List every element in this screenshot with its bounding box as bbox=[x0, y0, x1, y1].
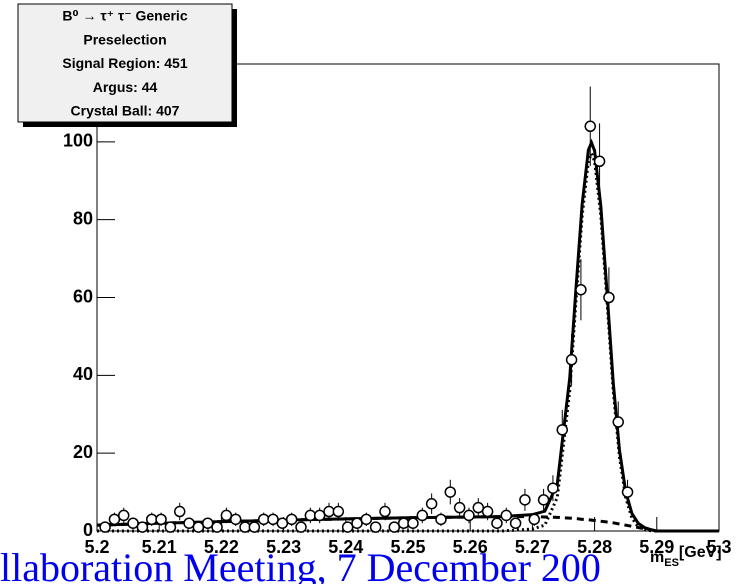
x-tick-label: 5.29 bbox=[639, 537, 674, 557]
x-label-main: m bbox=[650, 549, 664, 566]
footer-text: llaboration Meeting, 7 December 200 bbox=[0, 545, 601, 584]
y-tick-label: 100 bbox=[63, 131, 93, 151]
data-point bbox=[117, 509, 130, 522]
data-point bbox=[369, 521, 382, 533]
legend-box bbox=[17, 3, 233, 123]
x-axis-label: mES[GeV] bbox=[650, 544, 722, 569]
y-tick-label: 60 bbox=[73, 286, 93, 306]
data-point bbox=[341, 521, 354, 533]
data-point bbox=[453, 501, 466, 514]
plot-frame bbox=[96, 63, 720, 532]
data-point bbox=[472, 501, 485, 514]
data-point bbox=[360, 513, 373, 526]
data-point bbox=[537, 494, 550, 506]
data-point bbox=[229, 513, 242, 526]
legend-line: Signal Region: 451 bbox=[62, 55, 187, 71]
data-point bbox=[397, 517, 410, 529]
data-point bbox=[211, 521, 223, 533]
x-tick-label: 5.28 bbox=[577, 537, 612, 557]
data-point bbox=[547, 482, 559, 494]
data-point bbox=[416, 509, 429, 522]
data-point bbox=[500, 509, 513, 522]
data-point bbox=[556, 424, 569, 436]
x-tick-label: 5.21 bbox=[142, 537, 177, 557]
x-tick-label: 5.25 bbox=[390, 537, 425, 557]
legend-line: B⁰ → τ⁺ τ⁻ Generic bbox=[62, 8, 187, 24]
data-point bbox=[276, 517, 289, 529]
data-point bbox=[621, 486, 634, 498]
x-tick-label: 5.22 bbox=[204, 537, 239, 557]
data-point bbox=[201, 517, 214, 529]
data-point bbox=[332, 505, 345, 518]
data-point bbox=[491, 517, 503, 529]
data-point bbox=[257, 513, 270, 526]
data-point bbox=[108, 513, 121, 526]
data-point bbox=[304, 509, 317, 522]
legend-line: Preselection bbox=[83, 31, 166, 47]
data-point bbox=[603, 291, 615, 304]
x-tick-label: 5.2 bbox=[84, 537, 109, 557]
data-point bbox=[136, 521, 149, 533]
data-point bbox=[295, 521, 307, 533]
x-label-unit: [GeV] bbox=[679, 544, 722, 561]
data-point bbox=[444, 486, 457, 498]
x-tick-label: 5.24 bbox=[328, 537, 363, 557]
data-point bbox=[425, 498, 438, 510]
data-point bbox=[239, 521, 251, 533]
x-tick-label: 5.26 bbox=[453, 537, 488, 557]
data-point bbox=[173, 505, 186, 518]
y-tick-label: 80 bbox=[73, 208, 93, 228]
data-point bbox=[463, 509, 475, 522]
data-point bbox=[528, 513, 541, 526]
data-point bbox=[575, 283, 587, 296]
data-point bbox=[99, 521, 111, 533]
x-tick-label: 5.3 bbox=[706, 537, 731, 557]
legend-line: Crystal Ball: 407 bbox=[71, 103, 180, 119]
data-point bbox=[248, 521, 261, 533]
data-point bbox=[519, 494, 531, 506]
data-point bbox=[388, 521, 401, 533]
data-point bbox=[584, 120, 596, 133]
fit-curve-solid bbox=[96, 138, 719, 533]
data-point bbox=[155, 513, 167, 526]
data-point bbox=[481, 505, 494, 518]
data-point bbox=[127, 517, 139, 529]
data-point bbox=[593, 155, 606, 168]
fit-curve-dotted bbox=[97, 149, 719, 533]
data-point bbox=[509, 517, 522, 529]
data-point bbox=[351, 517, 363, 529]
data-point bbox=[183, 517, 195, 529]
y-tick-label: 20 bbox=[73, 442, 93, 462]
data-point bbox=[220, 509, 233, 522]
y-tick-label: 40 bbox=[73, 364, 93, 384]
data-point bbox=[145, 513, 158, 526]
data-point bbox=[612, 416, 624, 428]
fit-curve-dashed bbox=[96, 515, 719, 533]
legend-line: Argus: 44 bbox=[93, 79, 158, 95]
data-point bbox=[379, 505, 391, 518]
x-tick-label: 5.27 bbox=[515, 537, 550, 557]
data-point bbox=[192, 521, 205, 533]
x-tick-label: 5.23 bbox=[266, 537, 301, 557]
data-point bbox=[323, 505, 335, 518]
data-point bbox=[313, 509, 326, 522]
data-point bbox=[435, 513, 447, 526]
data-point bbox=[407, 517, 419, 529]
x-label-sub: ES bbox=[664, 557, 679, 569]
data-point bbox=[267, 513, 279, 526]
data-point bbox=[565, 354, 578, 366]
y-tick-label: 0 bbox=[83, 520, 93, 540]
data-point bbox=[285, 513, 298, 526]
data-point bbox=[164, 521, 177, 533]
